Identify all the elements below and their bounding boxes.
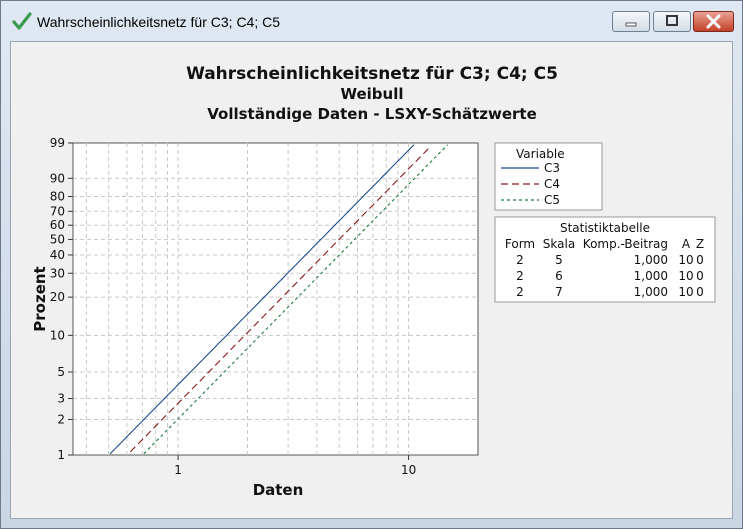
probability-plot: Wahrscheinlichkeitsnetz für C3; C4; C5 W… <box>31 64 716 499</box>
y-tick-label: 30 <box>50 266 65 280</box>
chart-subtitle-method: Vollständige Daten - LSXY-Schätzwerte <box>207 105 537 123</box>
stats-header-cell: Z <box>696 237 704 251</box>
stats-cell: 2 <box>516 269 524 283</box>
stats-table-title: Statistiktabelle <box>560 221 650 235</box>
y-tick-label: 5 <box>57 365 65 379</box>
y-tick-label: 80 <box>50 190 65 204</box>
stats-cell: 10 <box>678 285 693 299</box>
title-bar[interactable]: Wahrscheinlichkeitsnetz für C3; C4; C5 <box>1 1 742 41</box>
legend-title: Variable <box>516 147 565 161</box>
x-tick-label: 1 <box>174 463 182 477</box>
y-tick-label: 40 <box>50 248 65 262</box>
series-line-c4 <box>130 145 432 453</box>
maximize-icon <box>666 15 678 26</box>
y-tick-label: 20 <box>50 290 65 304</box>
checkmark-app-icon <box>12 12 32 30</box>
plot-frame <box>72 142 479 456</box>
stats-header-cell: Skala <box>543 237 575 251</box>
stats-cell: 2 <box>516 285 524 299</box>
stats-cell: 2 <box>516 253 524 267</box>
y-tick-label: 2 <box>57 412 65 426</box>
series-line-c3 <box>109 144 415 455</box>
series-lines <box>109 144 448 455</box>
legend-label-c3: C3 <box>544 161 560 175</box>
stats-cell: 0 <box>696 269 704 283</box>
stats-cell: 7 <box>555 285 563 299</box>
legend-label-c5: C5 <box>544 193 560 207</box>
x-tick-label: 10 <box>401 463 416 477</box>
stats-cell: 0 <box>696 253 704 267</box>
stats-cell: 0 <box>696 285 704 299</box>
minimize-icon <box>625 22 637 27</box>
stats-cell: 10 <box>678 253 693 267</box>
chart-title: Wahrscheinlichkeitsnetz für C3; C4; C5 <box>186 64 558 84</box>
y-axis-label: Prozent <box>31 266 49 331</box>
graph-area: Wahrscheinlichkeitsnetz für C3; C4; C5 W… <box>10 41 733 519</box>
y-tick-label: 1 <box>57 448 65 462</box>
minimize-button[interactable] <box>612 11 650 32</box>
y-tick-label: 50 <box>50 232 65 246</box>
window-title: Wahrscheinlichkeitsnetz für C3; C4; C5 <box>37 14 281 30</box>
stats-table-cells: Form Skala Komp.-Beitrag A Z2 5 1,000 10 02 6 1,00… <box>505 237 704 299</box>
series-line-c5 <box>143 144 448 455</box>
grid <box>73 143 478 455</box>
stats-cell: 6 <box>555 269 563 283</box>
close-icon <box>706 14 721 29</box>
y-tick-label: 99 <box>50 136 65 150</box>
stats-header-cell: A <box>682 237 691 251</box>
stats-cell: 1,000 <box>634 269 668 283</box>
legend-entries: C3 C4 C5 <box>501 161 560 207</box>
maximize-button[interactable] <box>653 11 691 32</box>
stats-cell: 5 <box>555 253 563 267</box>
stats-cell: 1,000 <box>634 253 668 267</box>
y-tick-label: 70 <box>50 204 65 218</box>
y-tick-label: 60 <box>50 218 65 232</box>
x-axis-label: Daten <box>253 481 304 499</box>
stats-header-cell: Komp.-Beitrag <box>583 237 668 251</box>
stats-table-box <box>494 216 716 303</box>
stats-header-cell: Form <box>505 237 535 251</box>
y-tick-label: 3 <box>57 392 65 406</box>
legend-label-c4: C4 <box>544 177 560 191</box>
stats-cell: 10 <box>678 269 693 283</box>
stats-cell: 1,000 <box>634 285 668 299</box>
close-button[interactable] <box>693 11 734 32</box>
stats-table: Statistiktabelle Form Skala Komp.-Beitrag A… <box>494 216 716 303</box>
chart-subtitle-distribution: Weibull <box>340 85 403 103</box>
legend-box <box>494 142 603 211</box>
legend: Variable C3 C4 C5 <box>494 142 603 211</box>
y-tick-label: 90 <box>50 171 65 185</box>
y-tick-label: 10 <box>50 328 65 342</box>
